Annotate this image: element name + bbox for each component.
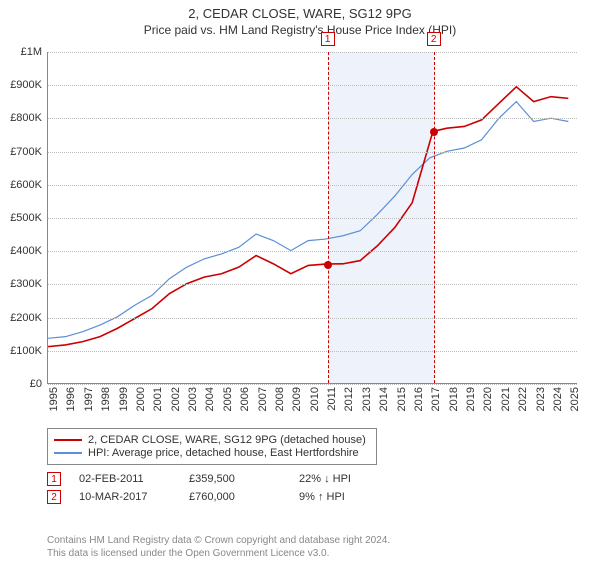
y-tick-label: £900K (10, 79, 42, 91)
gridline (48, 351, 577, 352)
y-tick-label: £1M (21, 46, 42, 58)
x-tick-label: 2008 (274, 387, 286, 411)
x-tick-label: 2014 (378, 387, 390, 411)
x-tick-label: 2012 (343, 387, 355, 411)
chart-container: 2, CEDAR CLOSE, WARE, SG12 9PG Price pai… (0, 6, 600, 566)
y-tick-label: £200K (10, 312, 42, 324)
x-tick-label: 1999 (118, 387, 130, 411)
y-tick-label: £400K (10, 245, 42, 257)
y-tick-label: £600K (10, 179, 42, 191)
page-title: 2, CEDAR CLOSE, WARE, SG12 9PG (0, 6, 600, 21)
x-tick-label: 2001 (152, 387, 164, 411)
x-tick-label: 2006 (239, 387, 251, 411)
marker-vline (328, 52, 329, 383)
legend-label-property: 2, CEDAR CLOSE, WARE, SG12 9PG (detached… (88, 434, 366, 446)
x-tick-label: 1996 (65, 387, 77, 411)
x-tick-label: 2023 (535, 387, 547, 411)
legend-label-hpi: HPI: Average price, detached house, East… (88, 447, 359, 459)
y-tick-label: £300K (10, 278, 42, 290)
marker-dot (430, 128, 438, 136)
x-tick-label: 2020 (482, 387, 494, 411)
x-tick-label: 2017 (430, 387, 442, 411)
x-tick-label: 2019 (465, 387, 477, 411)
y-tick-label: £500K (10, 212, 42, 224)
sales-cell: 22% ↓ HPI (299, 473, 409, 485)
series-line-property (48, 87, 568, 347)
x-tick-label: 1998 (100, 387, 112, 411)
y-tick-label: £700K (10, 146, 42, 158)
marker-label: 1 (321, 32, 335, 46)
x-tick-label: 1995 (48, 387, 60, 411)
x-tick-label: 2002 (170, 387, 182, 411)
sales-marker: 1 (47, 472, 61, 486)
x-tick-label: 2011 (326, 387, 338, 411)
x-tick-label: 2025 (569, 387, 581, 411)
legend: 2, CEDAR CLOSE, WARE, SG12 9PG (detached… (47, 428, 377, 465)
gridline (48, 152, 577, 153)
gridline (48, 384, 577, 385)
x-tick-label: 2010 (309, 387, 321, 411)
sales-cell: £760,000 (189, 491, 299, 503)
x-tick-label: 2016 (413, 387, 425, 411)
series-line-hpi (48, 102, 568, 339)
gridline (48, 284, 577, 285)
x-tick-label: 2013 (361, 387, 373, 411)
y-tick-label: £100K (10, 345, 42, 357)
sales-cell: 9% ↑ HPI (299, 491, 409, 503)
marker-label: 2 (427, 32, 441, 46)
y-tick-label: £0 (30, 378, 42, 390)
sales-marker: 2 (47, 490, 61, 504)
attribution: Contains HM Land Registry data © Crown c… (47, 534, 390, 560)
legend-row-property: 2, CEDAR CLOSE, WARE, SG12 9PG (detached… (54, 434, 370, 446)
x-tick-label: 2005 (222, 387, 234, 411)
attribution-line2: This data is licensed under the Open Gov… (47, 547, 390, 560)
gridline (48, 85, 577, 86)
x-tick-label: 2000 (135, 387, 147, 411)
x-tick-label: 2018 (448, 387, 460, 411)
sales-row: 2 10-MAR-2017£760,0009% ↑ HPI (47, 490, 577, 504)
x-tick-label: 2015 (396, 387, 408, 411)
attribution-line1: Contains HM Land Registry data © Crown c… (47, 534, 390, 547)
x-tick-label: 2004 (204, 387, 216, 411)
gridline (48, 185, 577, 186)
x-tick-label: 2009 (291, 387, 303, 411)
marker-vline (434, 52, 435, 383)
y-tick-label: £800K (10, 112, 42, 124)
gridline (48, 52, 577, 53)
chart-plot-area: £0£100K£200K£300K£400K£500K£600K£700K£80… (47, 52, 577, 384)
x-tick-label: 2024 (552, 387, 564, 411)
x-tick-label: 2021 (500, 387, 512, 411)
legend-row-hpi: HPI: Average price, detached house, East… (54, 447, 370, 459)
legend-swatch-property (54, 439, 82, 441)
gridline (48, 218, 577, 219)
sales-cell: 02-FEB-2011 (79, 473, 189, 485)
x-tick-label: 2003 (187, 387, 199, 411)
legend-swatch-hpi (54, 452, 82, 454)
gridline (48, 118, 577, 119)
marker-dot (324, 261, 332, 269)
page-subtitle: Price paid vs. HM Land Registry's House … (0, 23, 600, 37)
sales-cell: 10-MAR-2017 (79, 491, 189, 503)
gridline (48, 318, 577, 319)
gridline (48, 251, 577, 252)
sales-table: 1 02-FEB-2011£359,50022% ↓ HPI 2 10-MAR-201… (47, 468, 577, 508)
sales-row: 1 02-FEB-2011£359,50022% ↓ HPI (47, 472, 577, 486)
x-tick-label: 2022 (517, 387, 529, 411)
sales-cell: £359,500 (189, 473, 299, 485)
x-tick-label: 2007 (257, 387, 269, 411)
x-tick-label: 1997 (83, 387, 95, 411)
